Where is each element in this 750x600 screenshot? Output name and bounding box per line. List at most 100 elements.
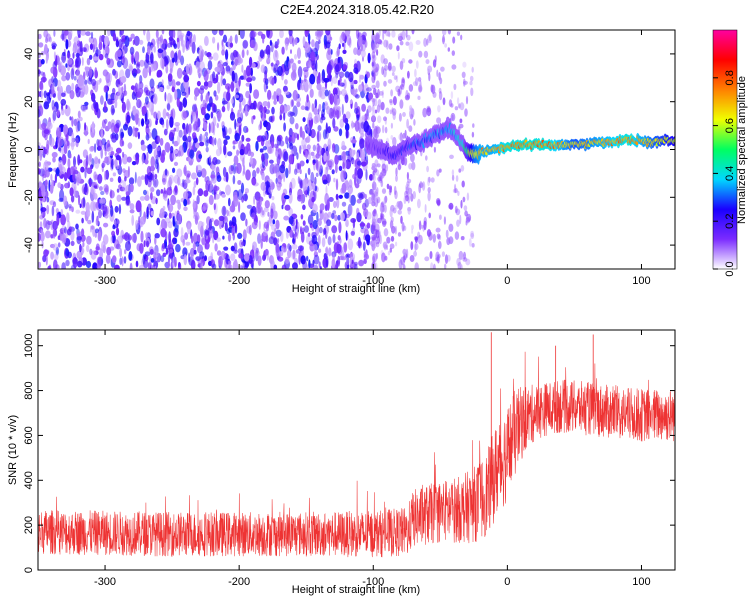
snr-x-label: Height of straight line (km) [292,584,420,596]
noise-speck [257,233,262,245]
noise-speck [176,97,180,108]
noise-speck [437,254,440,264]
noise-speck [306,255,309,262]
noise-speck [281,46,285,55]
noise-speck [128,251,133,261]
noise-speck [241,64,244,73]
noise-speck [282,85,288,93]
noise-speck [148,262,151,269]
noise-speck [437,105,441,113]
noise-speck [337,214,341,221]
noise-speck [211,30,218,36]
noise-speck [95,217,99,226]
noise-speck [383,204,387,213]
noise-speck [252,31,257,37]
noise-speck [360,227,366,234]
noise-speck [45,250,50,255]
noise-speck [210,111,214,119]
noise-speck [277,174,282,185]
noise-speck [472,123,475,128]
noise-speck [48,79,53,85]
noise-speck [150,59,154,65]
noise-speck [276,135,282,146]
noise-speck [395,167,398,177]
noise-speck [313,115,319,125]
noise-speck [410,193,414,202]
noise-speck [52,201,57,208]
noise-speck [38,33,42,40]
noise-speck [297,66,303,79]
noise-speck [211,263,217,269]
noise-speck [310,128,316,139]
noise-speck [340,212,345,221]
noise-speck [289,181,293,193]
noise-speck [337,154,340,162]
noise-speck [245,137,251,142]
noise-speck [129,262,133,269]
noise-speck [324,102,329,111]
noise-speck [213,230,219,241]
noise-speck [337,56,341,64]
noise-speck [302,220,306,226]
noise-speck [86,235,92,245]
noise-speck [231,70,235,82]
noise-speck [116,164,120,170]
noise-speck [152,250,159,258]
noise-speck [114,205,119,213]
noise-speck [377,88,380,98]
noise-speck [304,74,307,83]
noise-speck [165,65,169,74]
noise-speck [60,98,67,106]
noise-speck [405,41,410,46]
noise-speck [190,248,195,260]
noise-speck [391,65,396,73]
noise-speck [61,92,66,98]
noise-speck [86,57,91,66]
noise-speck [189,149,195,159]
noise-speck [177,176,181,186]
noise-speck [338,128,343,137]
noise-speck [203,134,206,143]
noise-speck [440,66,445,72]
noise-speck [111,122,115,134]
noise-speck [331,213,335,219]
noise-speck [110,104,115,116]
noise-speck [56,137,62,148]
noise-speck [268,116,273,123]
noise-speck [299,145,302,155]
noise-speck [379,234,382,245]
noise-speck [172,57,175,63]
noise-speck [321,237,326,248]
noise-speck [304,225,309,233]
noise-speck [40,71,44,76]
noise-speck [195,241,200,247]
noise-speck [394,190,398,200]
noise-speck [248,224,252,236]
noise-speck [265,44,271,56]
noise-speck [195,177,199,186]
noise-speck [167,73,173,82]
noise-speck [194,95,198,101]
noise-speck [111,135,117,143]
noise-speck [130,33,135,39]
noise-speck [323,77,330,83]
noise-speck [76,236,83,241]
noise-speck [49,243,56,249]
colorbar-frame [712,29,738,270]
noise-speck [225,65,231,72]
noise-speck [398,133,404,141]
noise-speck [365,249,368,259]
noise-speck [233,249,238,254]
noise-speck [363,83,369,95]
noise-speck [192,201,197,209]
noise-speck [265,133,269,141]
noise-speck [232,232,235,241]
noise-speck [79,231,83,236]
x-tick-label: -200 [228,576,250,588]
noise-speck [146,30,151,42]
noise-speck [460,199,463,209]
noise-speck [90,186,94,194]
noise-speck [471,66,474,73]
noise-speck [232,61,237,71]
noise-speck [165,55,170,65]
